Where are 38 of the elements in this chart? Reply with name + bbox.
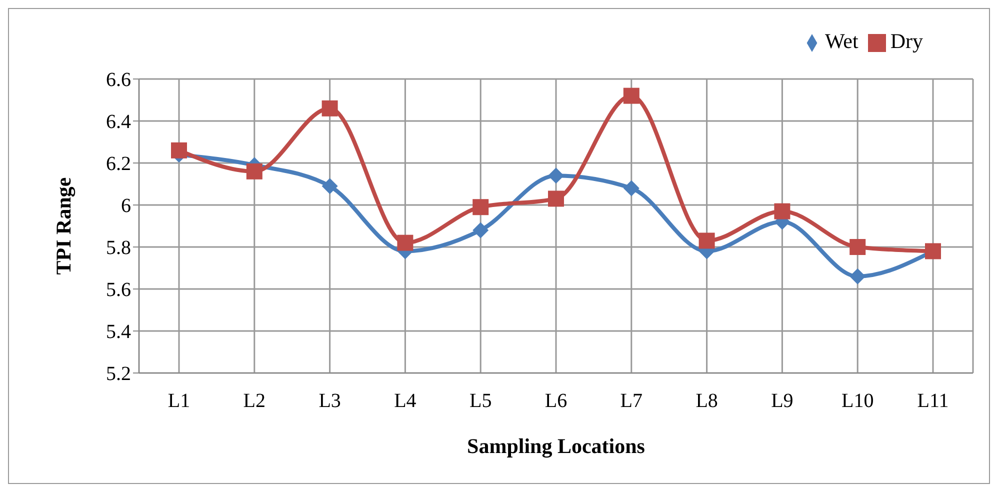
- point: [850, 239, 866, 255]
- point: [472, 199, 489, 216]
- point: [171, 142, 187, 158]
- y-axis-title: TPI Range: [51, 177, 76, 275]
- x-tick-label: L1: [168, 390, 190, 412]
- x-tick-label: L7: [620, 390, 643, 412]
- point: [698, 232, 715, 249]
- legend-label: Wet: [825, 29, 858, 53]
- point: [850, 268, 866, 284]
- point: [246, 163, 262, 180]
- x-tick-label: L3: [318, 390, 341, 412]
- y-tick-label: 6.4: [106, 111, 131, 134]
- point: [322, 178, 338, 194]
- y-tick-label: 5.4: [106, 321, 131, 344]
- x-tick-label: L11: [917, 390, 949, 412]
- x-tick-label: L9: [771, 390, 794, 412]
- point: [548, 168, 564, 184]
- x-tick-label: L2: [243, 390, 266, 412]
- y-tick-label: 6: [121, 195, 131, 218]
- x-tick-label: L10: [841, 390, 874, 412]
- y-tick-label: 6.6: [106, 69, 131, 92]
- x-tick-label: L6: [544, 390, 568, 412]
- y-tick-label: 5.8: [106, 237, 131, 260]
- point: [623, 180, 640, 196]
- point: [397, 234, 414, 251]
- y-tick-label: 5.2: [106, 363, 131, 386]
- x-tick-label: L4: [394, 390, 416, 412]
- point: [472, 222, 489, 238]
- y-tick-label: 6.2: [106, 153, 131, 176]
- x-tick-label: L5: [469, 390, 492, 412]
- point: [548, 190, 564, 207]
- y-tick-label: 5.6: [106, 279, 131, 302]
- point: [322, 100, 338, 116]
- point: [623, 88, 640, 104]
- x-axis-title: Sampling Locations: [467, 434, 645, 458]
- x-tick-label: L8: [696, 390, 718, 412]
- point: [774, 203, 790, 220]
- legend-label: Dry: [890, 29, 923, 53]
